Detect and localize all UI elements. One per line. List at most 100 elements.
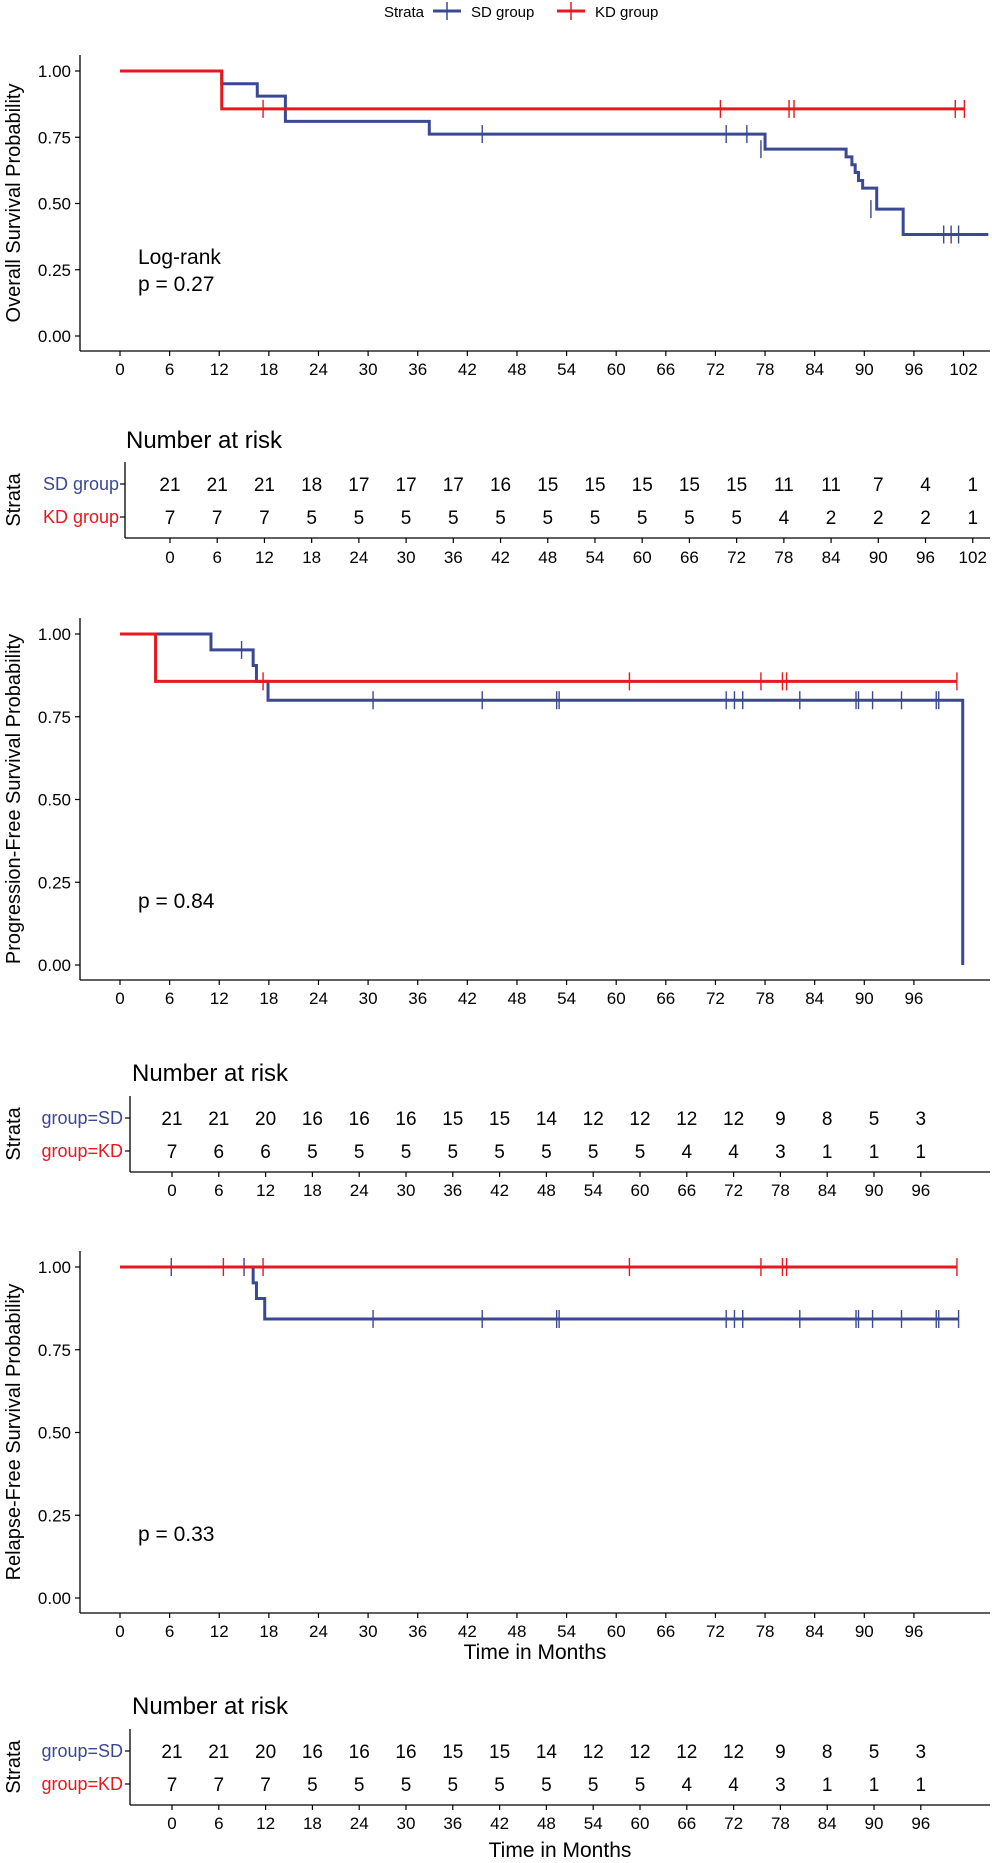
risk-count: 16 (349, 1109, 370, 1130)
risk-count: 5 (401, 508, 412, 529)
x-tick-label: 6 (165, 989, 174, 1008)
risk-row-label: group=KD (41, 1141, 123, 1161)
risk-x-tick-label: 18 (303, 1814, 322, 1833)
risk-x-tick-label: 30 (397, 1181, 416, 1200)
x-tick-label: 54 (557, 989, 576, 1008)
risk-count: 7 (212, 508, 223, 529)
risk-count: 3 (916, 1742, 927, 1763)
risk-count: 14 (536, 1109, 558, 1130)
x-tick-label: 48 (507, 989, 526, 1008)
risk-count: 8 (822, 1742, 833, 1763)
risk-count: 16 (302, 1109, 323, 1130)
risk-count: 1 (822, 1775, 833, 1796)
risk-count: 7 (165, 508, 176, 529)
x-tick-label: 36 (408, 1622, 427, 1641)
risk-count: 5 (590, 508, 601, 529)
risk-count: 5 (869, 1109, 880, 1130)
risk-count: 5 (541, 1775, 552, 1796)
risk-x-tick-label: 54 (584, 1181, 603, 1200)
x-tick-label: 48 (507, 1622, 526, 1641)
risk-count: 5 (495, 508, 506, 529)
risk-count: 5 (448, 1775, 459, 1796)
risk-count: 12 (583, 1109, 604, 1130)
x-tick-label: 60 (607, 989, 626, 1008)
legend-item-label: KD group (595, 4, 658, 21)
risk-count: 5 (354, 1775, 365, 1796)
risk-x-tick-label: 84 (818, 1181, 837, 1200)
y-tick-label: 1.00 (38, 625, 71, 644)
risk-count: 5 (307, 1775, 318, 1796)
risk-count: 12 (629, 1109, 650, 1130)
risk-row-label: group=SD (41, 1108, 123, 1128)
risk-count: 15 (489, 1742, 510, 1763)
x-tick-label: 42 (458, 989, 477, 1008)
x-tick-label: 78 (756, 1622, 775, 1641)
p-value-annotation: p = 0.33 (138, 1523, 214, 1546)
legend-title: Strata (384, 4, 425, 21)
risk-x-tick-label: 90 (865, 1181, 884, 1200)
risk-count: 21 (161, 1109, 182, 1130)
risk-table-strata-label: Strata (3, 472, 25, 526)
x-tick-label: 60 (607, 1622, 626, 1641)
risk-count: 16 (349, 1742, 370, 1763)
y-tick-label: 0.00 (38, 956, 71, 975)
x-tick-label: 0 (115, 989, 124, 1008)
risk-count: 5 (635, 1775, 646, 1796)
x-tick-label: 30 (359, 360, 378, 379)
risk-count: 17 (348, 475, 369, 496)
x-tick-label: 12 (210, 360, 229, 379)
y-tick-label: 1.00 (38, 1258, 71, 1277)
risk-x-tick-label: 102 (959, 548, 987, 567)
risk-count: 12 (723, 1109, 744, 1130)
risk-x-tick-label: 24 (350, 1181, 369, 1200)
risk-count: 14 (536, 1742, 558, 1763)
risk-x-tick-label: 66 (680, 548, 699, 567)
x-tick-label: 48 (507, 360, 526, 379)
risk-count: 3 (916, 1109, 927, 1130)
risk-row-label: SD group (43, 474, 119, 494)
x-tick-label: 18 (259, 989, 278, 1008)
risk-count: 12 (723, 1742, 744, 1763)
km-panel: 0.00 0.25 0.50 0.75 1.00 0 6 12 18 24 30 36 42 48 54 60… (3, 55, 990, 379)
x-tick-label: 54 (557, 1622, 576, 1641)
risk-x-tick-label: 54 (586, 548, 605, 567)
risk-count: 8 (822, 1109, 833, 1130)
x-tick-label: 96 (904, 360, 923, 379)
risk-count: 17 (396, 475, 417, 496)
risk-x-tick-label: 84 (818, 1814, 837, 1833)
risk-count: 5 (588, 1775, 599, 1796)
y-tick-label: 0.50 (38, 1424, 71, 1443)
risk-count: 7 (167, 1775, 178, 1796)
legend-item: SD group (433, 2, 534, 21)
x-tick-label: 96 (904, 989, 923, 1008)
x-tick-label: 66 (656, 360, 675, 379)
risk-count: 7 (259, 508, 270, 529)
risk-count: 16 (302, 1742, 323, 1763)
x-tick-label: 18 (259, 1622, 278, 1641)
risk-x-tick-label: 60 (631, 1181, 650, 1200)
x-tick-label: 84 (805, 989, 824, 1008)
x-tick-label: 30 (359, 1622, 378, 1641)
x-tick-label: 12 (210, 989, 229, 1008)
p-value-annotation: Log-rank (138, 246, 221, 269)
risk-count: 5 (541, 1142, 552, 1163)
y-tick-label: 0.00 (38, 1589, 71, 1608)
risk-count: 4 (682, 1142, 693, 1163)
x-tick-label: 6 (165, 360, 174, 379)
risk-x-tick-label: 90 (865, 1814, 884, 1833)
risk-count: 17 (443, 475, 464, 496)
risk-table-strata-label: Strata (3, 1739, 25, 1793)
risk-x-tick-label: 36 (443, 1814, 462, 1833)
km-panel: 0.00 0.25 0.50 0.75 1.00 0 6 12 18 24 30 36 42 48 54 60… (3, 618, 990, 1008)
x-tick-label: 78 (756, 989, 775, 1008)
risk-count: 16 (395, 1109, 416, 1130)
risk-count: 9 (775, 1109, 786, 1130)
risk-count: 11 (821, 475, 841, 496)
km-panel: 0.00 0.25 0.50 0.75 1.00 0 6 12 18 24 30 36 42 48 54 60… (3, 1251, 990, 1664)
p-value-annotation: p = 0.27 (138, 273, 214, 296)
risk-x-tick-label: 0 (167, 1814, 176, 1833)
y-axis-title: Progression-Free Survival Probability (3, 634, 25, 964)
